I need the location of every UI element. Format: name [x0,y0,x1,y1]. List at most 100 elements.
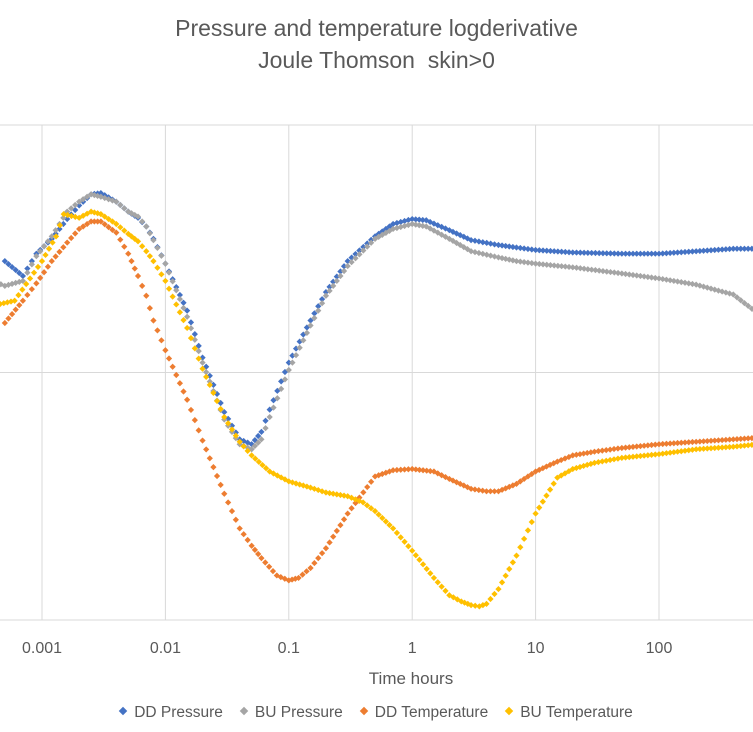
data-point-bu-pressure [262,425,269,432]
data-point-bu-temperature [550,480,557,487]
data-point-bu-temperature [524,527,532,534]
data-point-dd-temperature [330,533,337,540]
data-point-bu-pressure [318,300,326,307]
data-point-dd-temperature [187,406,195,414]
legend-label: DD Temperature [374,704,489,721]
data-point-bu-temperature [401,538,408,545]
chart-title-block: Pressure and temperature logderivative J… [0,12,753,76]
data-point-dd-temperature [307,564,314,572]
data-point-bu-temperature [528,518,535,526]
data-point-dd-temperature [105,223,112,231]
data-point-dd-pressure [506,243,513,250]
data-point-dd-temperature [146,305,153,312]
data-point-bu-temperature [543,492,550,499]
data-point-bu-temperature [56,222,64,229]
series-bu-temperature [0,208,753,610]
data-point-dd-pressure [76,202,83,209]
data-point-dd-temperature [1,319,8,327]
data-point-bu-temperature [416,556,423,563]
data-point-dd-pressure [509,243,516,251]
data-point-bu-temperature [513,552,520,559]
data-point-dd-temperature [76,225,83,233]
data-point-bu-pressure [356,251,363,258]
data-point-bu-pressure [270,404,277,411]
data-point-dd-temperature [184,396,191,403]
data-point-bu-pressure [266,413,273,421]
data-point-bu-temperature [109,218,116,225]
data-point-bu-pressure [629,271,637,279]
data-point-bu-pressure [596,267,603,274]
data-point-dd-temperature [737,435,744,442]
data-point-bu-temperature [685,447,692,454]
data-point-dd-temperature [340,516,348,523]
data-point-dd-pressure [258,428,265,436]
data-point-bu-temperature [359,499,367,506]
data-point-bu-pressure [648,274,655,281]
data-point-bu-temperature [532,510,539,517]
data-point-dd-pressure [180,299,187,306]
data-point-dd-temperature [52,253,59,260]
data-point-bu-pressure [292,352,300,359]
data-point-dd-temperature [603,446,610,454]
data-point-bu-pressure [337,272,344,280]
data-point-bu-temperature [154,264,161,271]
data-point-dd-temperature [405,466,412,473]
data-point-bu-pressure [195,348,202,355]
series-dd-pressure [1,189,753,448]
data-point-bu-pressure [584,266,591,273]
data-point-bu-pressure [258,436,265,443]
data-point-dd-temperature [128,258,135,265]
data-point-dd-pressure [285,359,292,366]
data-point-bu-temperature [117,224,124,231]
data-point-dd-temperature [741,435,748,442]
data-point-dd-pressure [289,352,296,359]
data-point-bu-temperature [748,441,753,449]
data-point-dd-temperature [622,444,629,451]
data-point-bu-pressure [326,287,333,294]
data-point-bu-pressure [543,261,550,268]
data-point-dd-temperature [101,221,108,228]
data-point-dd-temperature [84,220,91,228]
data-point-dd-temperature [154,327,161,334]
data-point-dd-temperature [240,531,247,538]
data-point-bu-pressure [311,314,318,322]
data-point-dd-pressure [191,331,198,338]
data-point-bu-pressure [340,267,348,275]
data-point-bu-pressure [348,259,355,266]
data-point-dd-temperature [131,265,138,272]
data-point-dd-pressure [748,245,753,252]
data-point-bu-temperature [52,233,60,240]
data-point-bu-temperature [143,248,150,255]
data-point-bu-pressure [33,253,40,260]
x-tick-label: 0.1 [278,640,300,657]
data-point-bu-temperature [169,293,176,300]
data-point-bu-pressure [296,344,303,351]
data-point-dd-temperature [225,499,232,506]
data-point-bu-pressure [40,243,48,250]
data-point-bu-temperature [203,373,210,380]
data-point-dd-temperature [368,478,375,485]
data-point-bu-temperature [382,518,389,525]
data-point-bu-temperature [134,238,142,245]
data-point-dd-temperature [659,440,666,448]
data-point-dd-pressure [311,310,318,317]
data-point-bu-temperature [262,465,270,472]
data-point-bu-pressure [360,247,367,254]
data-point-bu-temperature [139,243,146,250]
data-point-dd-pressure [307,317,314,324]
data-point-bu-temperature [678,448,685,455]
data-point-bu-temperature [379,514,386,522]
data-point-bu-temperature [363,502,371,509]
data-point-bu-temperature [105,215,112,223]
data-point-bu-pressure [206,378,213,385]
legend-label: BU Pressure [254,704,343,721]
data-point-bu-pressure [611,269,618,276]
data-point-dd-temperature [180,388,187,395]
data-point-dd-temperature [113,229,120,236]
data-point-dd-temperature [626,444,633,451]
legend-item-dd-pressure: DD Pressure [118,704,223,722]
data-point-dd-temperature [232,516,239,523]
data-point-bu-temperature [367,505,375,512]
data-point-bu-temperature [633,453,640,460]
data-point-bu-temperature [49,239,56,246]
